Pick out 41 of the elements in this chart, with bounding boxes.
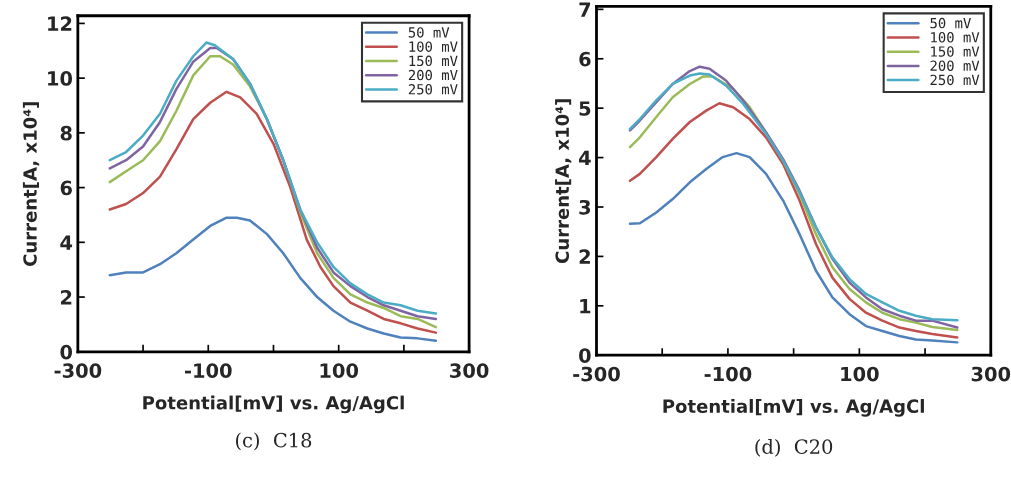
x-tick-label: 100: [320, 363, 359, 378]
y-tick-label: 5: [579, 101, 591, 116]
x-tick-label: 300: [971, 366, 1011, 382]
x-tick-label: 300: [450, 363, 489, 378]
y-tick-label: 0: [579, 348, 591, 363]
y-tick-label: 7: [579, 2, 591, 17]
x-tick-label: -100: [704, 366, 752, 382]
legend-label: 200 mV: [930, 60, 980, 71]
y-tick-label: 1: [580, 299, 591, 314]
y-axis-title: Current[A, x10⁴]: [22, 102, 40, 266]
x-tick-label: 100: [841, 366, 879, 382]
line-series: [108, 216, 438, 343]
x-tick-label: -100: [184, 363, 232, 378]
text: (d) C20: [755, 438, 833, 457]
y-tick-label: 10: [48, 71, 73, 86]
text: (c) C18: [235, 432, 312, 451]
x-axis-title: Potential[mV] vs. Ag/AgCl: [663, 399, 924, 417]
y-tick-label: 2: [60, 290, 72, 305]
x-tick-label: -300: [573, 366, 620, 382]
y-tick-label: 8: [60, 125, 72, 141]
y-tick-label: 2: [579, 249, 590, 264]
line-series: [628, 151, 959, 344]
y-tick-label: 6: [579, 51, 591, 67]
legend-label: 150 mV: [409, 55, 458, 67]
x-axis-title: Potential[mV] vs. Ag/AgCl: [143, 395, 404, 414]
x-tick-label: -300: [54, 363, 102, 378]
legend-label: 200 mV: [408, 69, 458, 81]
legend-label: 50 mV: [408, 27, 450, 38]
y-tick-label: 3: [579, 199, 591, 215]
y-tick-label: 6: [60, 180, 72, 196]
legend-label: 150 mV: [931, 46, 980, 57]
y-tick-label: 4: [60, 235, 73, 250]
legend-label: 100 mV: [931, 32, 980, 43]
y-tick-label: 12: [48, 16, 72, 31]
legend-label: 250 mV: [408, 84, 458, 95]
y-tick-label: 4: [578, 150, 591, 165]
y-axis-title: Current[A, x10⁴]: [555, 99, 572, 264]
y-tick-label: 0: [60, 344, 73, 360]
legend-label: 100 mV: [409, 41, 458, 52]
legend-label: 50 mV: [930, 17, 971, 29]
legend-label: 250 mV: [930, 74, 980, 86]
